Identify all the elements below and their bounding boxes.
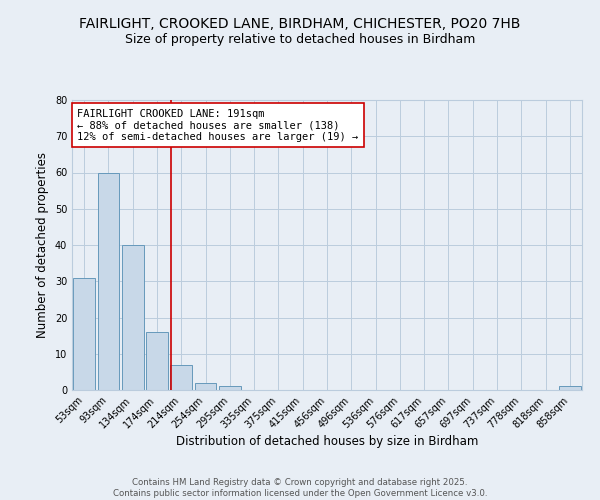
X-axis label: Distribution of detached houses by size in Birdham: Distribution of detached houses by size … xyxy=(176,436,478,448)
Bar xyxy=(194,383,217,390)
Bar xyxy=(122,245,143,390)
Bar xyxy=(146,332,168,390)
Y-axis label: Number of detached properties: Number of detached properties xyxy=(36,152,49,338)
Bar xyxy=(219,386,241,390)
Bar xyxy=(97,172,119,390)
Bar xyxy=(73,278,95,390)
Bar xyxy=(170,364,192,390)
Text: Size of property relative to detached houses in Birdham: Size of property relative to detached ho… xyxy=(125,32,475,46)
Text: Contains HM Land Registry data © Crown copyright and database right 2025.
Contai: Contains HM Land Registry data © Crown c… xyxy=(113,478,487,498)
Text: FAIRLIGHT CROOKED LANE: 191sqm
← 88% of detached houses are smaller (138)
12% of: FAIRLIGHT CROOKED LANE: 191sqm ← 88% of … xyxy=(77,108,358,142)
Text: FAIRLIGHT, CROOKED LANE, BIRDHAM, CHICHESTER, PO20 7HB: FAIRLIGHT, CROOKED LANE, BIRDHAM, CHICHE… xyxy=(79,18,521,32)
Bar xyxy=(559,386,581,390)
